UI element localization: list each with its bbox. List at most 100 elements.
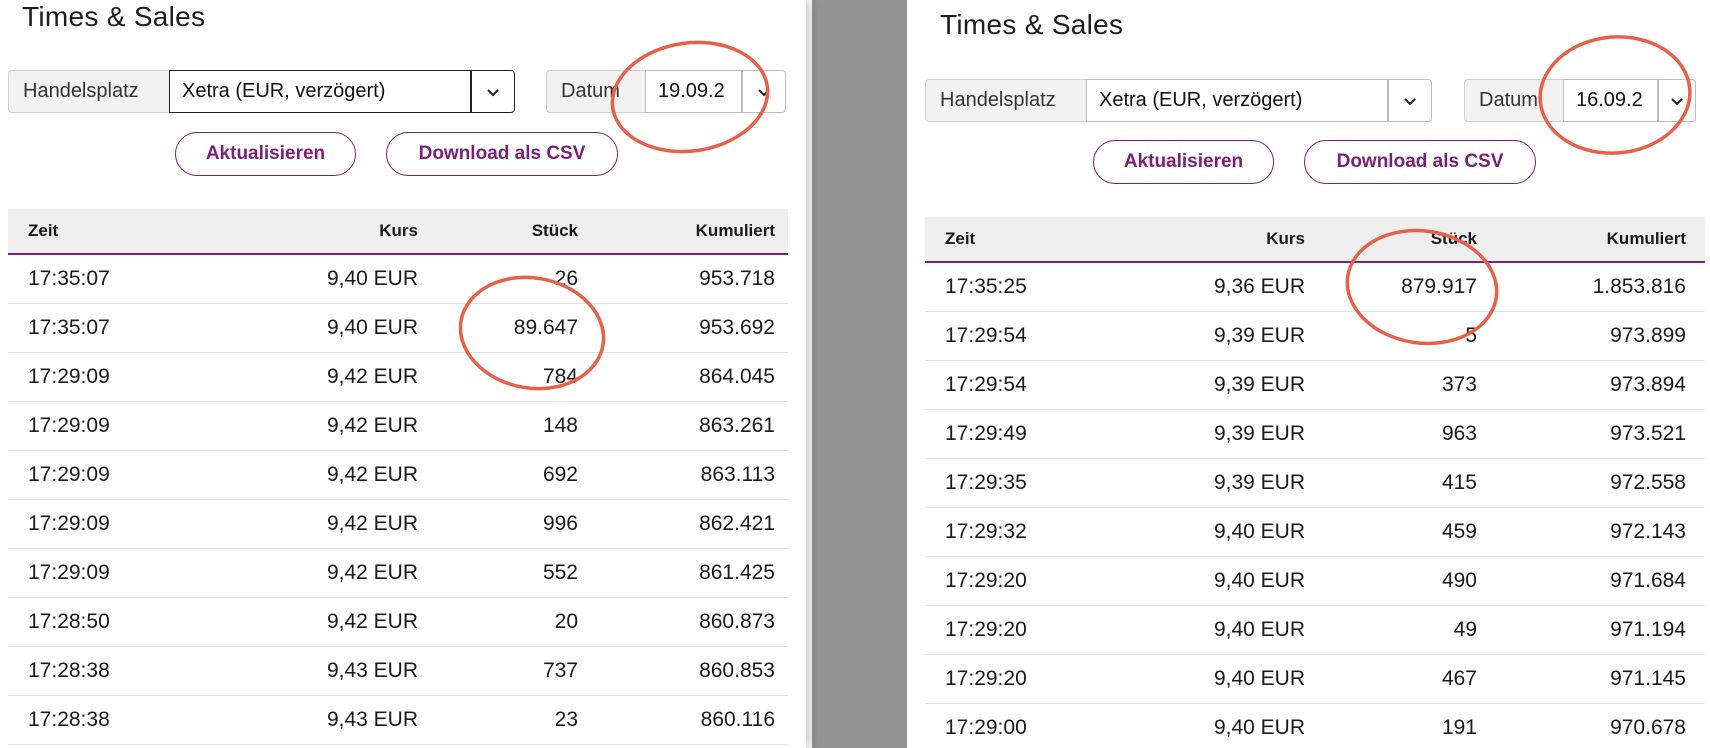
column-header-stueck[interactable]: Stück xyxy=(1430,229,1477,248)
cell-kurs: 9,42 EUR xyxy=(326,512,418,535)
times-sales-panel-right: Times & Sales Handelsplatz Xetra (EUR, v… xyxy=(907,0,1710,748)
refresh-button[interactable]: Aktualisieren xyxy=(175,132,356,176)
download-csv-button[interactable]: Download als CSV xyxy=(1304,140,1536,184)
cell-stueck: 467 xyxy=(1441,667,1477,690)
column-header-zeit[interactable]: Zeit xyxy=(28,221,59,240)
times-sales-panel-left: Times & Sales Handelsplatz Xetra (EUR, v… xyxy=(0,0,806,748)
trades-table: Zeit Kurs Stück Kumuliert 17:35:25 9,36 E… xyxy=(925,217,1705,748)
date-select[interactable]: Datum 16.09.2 xyxy=(1464,79,1696,122)
cell-kumuliert: 971.684 xyxy=(1610,569,1686,592)
cell-zeit: 17:29:09 xyxy=(28,561,110,584)
chevron-down-icon[interactable] xyxy=(1658,79,1696,122)
table-row: 17:29:20 9,40 EUR 49 971.194 xyxy=(925,606,1705,655)
cell-zeit: 17:29:32 xyxy=(945,520,1027,543)
cell-zeit: 17:35:07 xyxy=(28,267,110,290)
cell-kumuliert: 864.045 xyxy=(699,365,775,388)
refresh-button[interactable]: Aktualisieren xyxy=(1093,140,1274,184)
cell-kumuliert: 971.194 xyxy=(1610,618,1686,641)
cell-kurs: 9,40 EUR xyxy=(326,267,418,290)
cell-stueck: 373 xyxy=(1441,373,1477,396)
column-header-zeit[interactable]: Zeit xyxy=(945,229,976,248)
cell-stueck: 20 xyxy=(554,610,578,633)
cell-stueck: 737 xyxy=(542,659,578,682)
table-row: 17:29:35 9,39 EUR 415 972.558 xyxy=(925,459,1705,508)
cell-stueck: 692 xyxy=(542,463,578,486)
cell-stueck: 23 xyxy=(554,708,578,731)
cell-kurs: 9,40 EUR xyxy=(326,316,418,339)
cell-kurs: 9,40 EUR xyxy=(1213,667,1305,690)
venue-value[interactable]: Xetra (EUR, verzögert) xyxy=(1086,79,1388,122)
cell-kumuliert: 972.143 xyxy=(1610,520,1686,543)
table-row: 17:29:09 9,42 EUR 784 864.045 xyxy=(8,353,788,402)
chevron-down-icon[interactable] xyxy=(471,70,515,113)
cell-kurs: 9,39 EUR xyxy=(1213,373,1305,396)
cell-stueck: 784 xyxy=(542,365,578,388)
cell-stueck: 148 xyxy=(542,414,578,437)
cell-stueck: 459 xyxy=(1441,520,1477,543)
cell-zeit: 17:28:38 xyxy=(28,708,110,731)
table-row: 17:29:20 9,40 EUR 467 971.145 xyxy=(925,655,1705,704)
page-title: Times & Sales xyxy=(940,9,1124,40)
chevron-down-icon[interactable] xyxy=(1388,79,1432,122)
table-row: 17:29:09 9,42 EUR 552 861.425 xyxy=(8,549,788,598)
date-label: Datum xyxy=(546,70,645,113)
cell-zeit: 17:29:09 xyxy=(28,512,110,535)
cell-kurs: 9,39 EUR xyxy=(1213,422,1305,445)
column-header-kurs[interactable]: Kurs xyxy=(379,221,418,240)
cell-zeit: 17:35:25 xyxy=(945,275,1027,298)
date-select[interactable]: Datum 19.09.2 xyxy=(546,70,786,113)
cell-zeit: 17:28:50 xyxy=(28,610,110,633)
cell-zeit: 17:35:07 xyxy=(28,316,110,339)
download-csv-button[interactable]: Download als CSV xyxy=(386,132,618,176)
cell-stueck: 415 xyxy=(1441,471,1477,494)
table-row: 17:29:54 9,39 EUR 5 973.899 xyxy=(925,312,1705,361)
cell-kurs: 9,36 EUR xyxy=(1213,275,1305,298)
cell-stueck: 89.647 xyxy=(513,316,578,339)
cell-kumuliert: 860.853 xyxy=(699,659,775,682)
date-value[interactable]: 16.09.2 xyxy=(1563,79,1658,122)
venue-value[interactable]: Xetra (EUR, verzögert) xyxy=(169,70,471,113)
chevron-down-icon[interactable] xyxy=(742,70,786,113)
panel-gap xyxy=(812,0,907,748)
table-row: 17:35:25 9,36 EUR 879.917 1.853.816 xyxy=(925,263,1705,312)
cell-zeit: 17:29:00 xyxy=(945,716,1027,739)
table-header: Zeit Kurs Stück Kumuliert xyxy=(925,217,1705,263)
cell-stueck: 26 xyxy=(554,267,578,290)
cell-kumuliert: 970.678 xyxy=(1610,716,1686,739)
venue-select[interactable]: Handelsplatz Xetra (EUR, verzögert) xyxy=(8,70,515,113)
column-header-stueck[interactable]: Stück xyxy=(531,221,578,240)
cell-stueck: 490 xyxy=(1441,569,1477,592)
cell-zeit: 17:29:09 xyxy=(28,414,110,437)
cell-zeit: 17:29:35 xyxy=(945,471,1027,494)
cell-zeit: 17:28:38 xyxy=(28,659,110,682)
cell-zeit: 17:29:20 xyxy=(945,667,1027,690)
cell-kurs: 9,39 EUR xyxy=(1213,471,1305,494)
cell-kumuliert: 861.425 xyxy=(699,561,775,584)
column-header-kumuliert[interactable]: Kumuliert xyxy=(1606,229,1686,248)
cell-kumuliert: 1.853.816 xyxy=(1592,275,1686,298)
column-header-kumuliert[interactable]: Kumuliert xyxy=(695,221,775,240)
cell-kurs: 9,40 EUR xyxy=(1213,569,1305,592)
cell-kumuliert: 863.261 xyxy=(699,414,775,437)
table-row: 17:35:07 9,40 EUR 26 953.718 xyxy=(8,255,788,304)
cell-kurs: 9,40 EUR xyxy=(1213,618,1305,641)
date-value[interactable]: 19.09.2 xyxy=(645,70,742,113)
cell-kurs: 9,43 EUR xyxy=(326,659,418,682)
venue-select[interactable]: Handelsplatz Xetra (EUR, verzögert) xyxy=(925,79,1432,122)
cell-kumuliert: 953.718 xyxy=(699,267,775,290)
cell-stueck: 49 xyxy=(1453,618,1477,641)
venue-label: Handelsplatz xyxy=(925,79,1086,122)
cell-kumuliert: 973.894 xyxy=(1610,373,1686,396)
cell-stueck: 996 xyxy=(542,512,578,535)
cell-kumuliert: 863.113 xyxy=(700,463,775,486)
cell-kurs: 9,40 EUR xyxy=(1213,716,1305,739)
table-row: 17:35:07 9,40 EUR 89.647 953.692 xyxy=(8,304,788,353)
cell-zeit: 17:29:49 xyxy=(945,422,1027,445)
cell-zeit: 17:29:09 xyxy=(28,463,110,486)
cell-kumuliert: 860.116 xyxy=(700,708,775,731)
column-header-kurs[interactable]: Kurs xyxy=(1266,229,1305,248)
cell-kurs: 9,40 EUR xyxy=(1213,520,1305,543)
cell-stueck: 963 xyxy=(1441,422,1477,445)
table-row: 17:29:09 9,42 EUR 996 862.421 xyxy=(8,500,788,549)
